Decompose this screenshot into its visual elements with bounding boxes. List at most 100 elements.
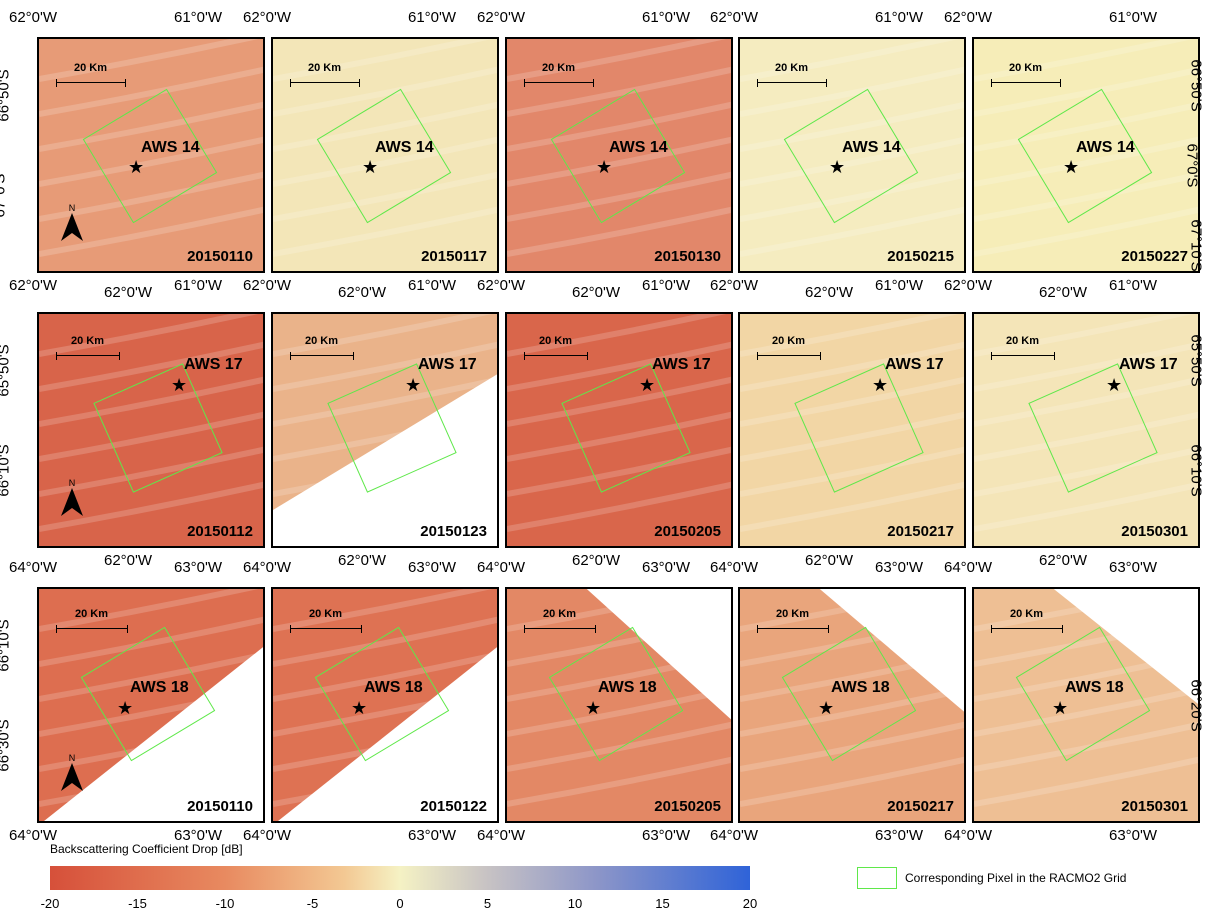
panel-texture (273, 314, 497, 546)
texture-streak (974, 411, 1198, 462)
texture-streak (273, 376, 497, 427)
acquisition-date: 20150123 (420, 523, 487, 540)
longitude-tick-bottom: 61°0'W (1109, 277, 1158, 294)
texture-streak (273, 314, 493, 357)
longitude-tick-top: 63°0'W (642, 559, 691, 576)
scale-bar-label: 20 Km (772, 335, 806, 347)
texture-streak (974, 66, 1198, 117)
map-panel: ★ AWS 14 20 Km 20150215 (738, 37, 966, 273)
texture-streak (740, 721, 964, 772)
texture-streak (39, 314, 259, 357)
texture-streak (740, 446, 964, 497)
longitude-tick-top: 64°0'W (944, 559, 993, 576)
station-label: AWS 14 (842, 139, 901, 156)
scale-bar (56, 352, 120, 360)
station-label: AWS 17 (1119, 356, 1178, 373)
texture-streak (273, 206, 497, 257)
map-panel: ★ AWS 14 20 Km 20150130 (505, 37, 733, 273)
scale-bar-label: 20 Km (539, 335, 573, 347)
texture-streak (507, 171, 731, 222)
latitude-tick-left: 66°50'S (0, 69, 13, 122)
texture-streak (507, 756, 731, 807)
panel-texture (974, 589, 1198, 807)
colorbar-tick: -10 (215, 896, 235, 911)
station-star: ★ (639, 375, 656, 395)
map-panel: ★ AWS 18 20 Km 20150217 (738, 587, 966, 823)
scale-bar (991, 79, 1061, 87)
acquisition-date: 20150205 (654, 798, 721, 815)
acquisition-date: 20150110 (187, 248, 253, 265)
station-label: AWS 14 (375, 139, 434, 156)
longitude-tick-top: 62°0'W (104, 284, 153, 301)
texture-streak (39, 341, 263, 392)
panel-texture (740, 39, 964, 257)
latitude-tick-left: 66°10'S (0, 619, 13, 672)
station-star: ★ (128, 157, 145, 177)
acquisition-date: 20150217 (887, 798, 954, 815)
texture-streak (507, 101, 731, 152)
latitude-tick-right: 66°50'S (1187, 59, 1205, 112)
colorbar-tick: 5 (483, 896, 492, 911)
panel-texture (507, 589, 731, 807)
texture-streak (39, 651, 263, 702)
longitude-tick-bottom: 62°0'W (572, 552, 621, 569)
station-star: ★ (818, 698, 835, 718)
texture-streak (507, 314, 727, 357)
longitude-tick-bottom: 62°0'W (710, 277, 759, 294)
longitude-tick-top: 61°0'W (174, 9, 223, 26)
station-label: AWS 18 (598, 679, 657, 696)
station-star: ★ (1063, 157, 1080, 177)
texture-streak (507, 481, 731, 532)
texture-streak (974, 136, 1198, 187)
station-label: AWS 14 (141, 139, 200, 156)
scale-bar-label: 20 Km (1006, 335, 1040, 347)
panel-texture (974, 314, 1198, 532)
scale-bar-label: 20 Km (542, 62, 576, 74)
longitude-tick-bottom: 64°0'W (477, 827, 526, 844)
longitude-tick-bottom: 63°0'W (642, 827, 691, 844)
texture-streak (740, 39, 960, 82)
acquisition-date: 20150130 (654, 248, 721, 265)
panel-texture (974, 39, 1198, 257)
longitude-tick-top: 61°0'W (875, 9, 924, 26)
station-star: ★ (872, 375, 889, 395)
station-star: ★ (596, 157, 613, 177)
acquisition-date: 20150110 (187, 798, 253, 815)
colorbar (50, 866, 750, 890)
longitude-tick-bottom: 64°0'W (710, 827, 759, 844)
longitude-tick-top: 61°0'W (642, 9, 691, 26)
station-label: AWS 18 (130, 679, 189, 696)
texture-streak (39, 446, 263, 497)
scale-bar-label: 20 Km (71, 335, 105, 347)
latitude-tick-left: 66°10'S (0, 444, 13, 497)
map-panel: ★ AWS 17 20 Km 20150205 (505, 312, 733, 548)
longitude-tick-bottom: 63°0'W (408, 827, 457, 844)
longitude-tick-bottom: 62°0'W (944, 277, 993, 294)
longitude-tick-top: 62°0'W (9, 9, 58, 26)
longitude-tick-bottom: 64°0'W (243, 827, 292, 844)
station-star: ★ (351, 698, 368, 718)
north-arrow: N (61, 753, 83, 796)
station-star: ★ (362, 157, 379, 177)
acquisition-date: 20150215 (887, 248, 954, 265)
texture-streak (974, 101, 1198, 152)
longitude-tick-top: 62°0'W (710, 9, 759, 26)
panel-texture (507, 314, 731, 532)
no-data-area (278, 647, 497, 821)
texture-streak (273, 616, 497, 667)
texture-streak (273, 171, 497, 222)
colorbar-tick: 10 (567, 896, 583, 911)
longitude-tick-bottom: 61°0'W (875, 277, 924, 294)
map-panel: ★ AWS 14 20 Km 20150117 (271, 37, 499, 273)
longitude-tick-top: 62°0'W (1039, 284, 1088, 301)
longitude-tick-top: 63°0'W (875, 559, 924, 576)
texture-streak (974, 206, 1198, 257)
scale-bar-label: 20 Km (309, 608, 343, 620)
longitude-tick-top: 62°0'W (944, 9, 993, 26)
station-label: AWS 18 (364, 679, 423, 696)
latitude-tick-right: 66°20'S (1187, 679, 1205, 732)
acquisition-date: 20150301 (1121, 798, 1188, 815)
longitude-tick-top: 62°0'W (805, 284, 854, 301)
longitude-tick-bottom: 64°0'W (9, 827, 58, 844)
scale-bar (56, 79, 126, 87)
